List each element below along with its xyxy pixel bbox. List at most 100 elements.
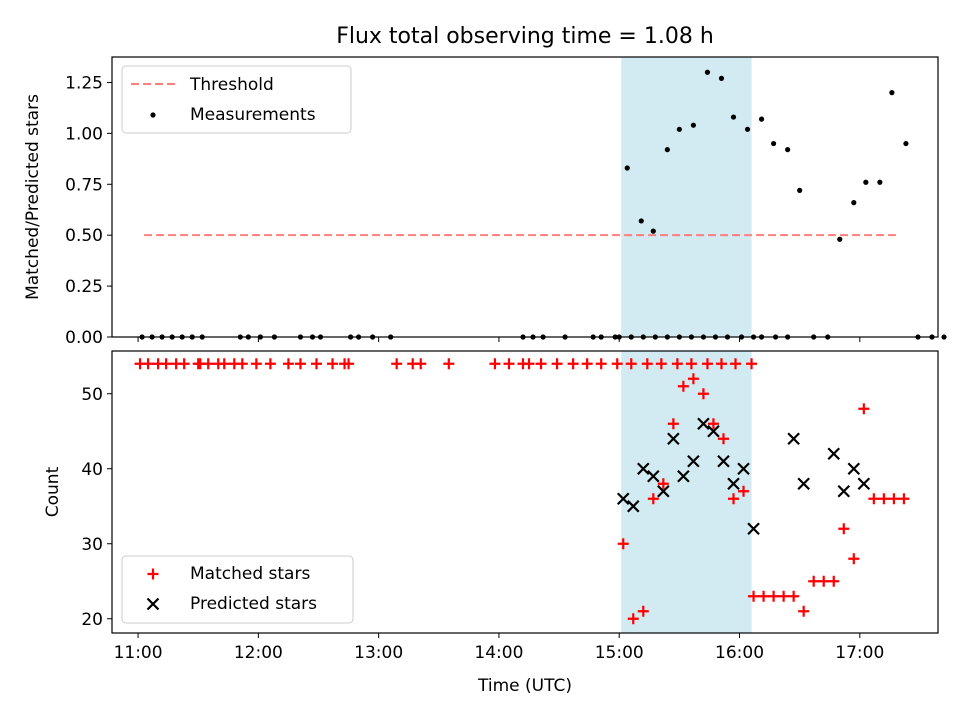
- matched-star-marker: [818, 575, 830, 587]
- measurement-point: [837, 236, 843, 242]
- matched-star-marker: [707, 418, 719, 430]
- matched-star-marker: [701, 358, 713, 370]
- matched-star-marker: [294, 358, 306, 370]
- measurement-point: [638, 218, 644, 224]
- panel-bottom: 20 30 40 50 11:00 12:00 13:00 14:00 15:00 16:00 17…: [43, 350, 939, 696]
- matched-star-marker: [788, 590, 800, 602]
- measurement-point: [877, 179, 883, 185]
- bottom-series-1: [616, 417, 871, 536]
- bottom-ytick-label: 50: [81, 385, 103, 405]
- measurement-point: [650, 228, 656, 234]
- matched-star-marker: [551, 358, 563, 370]
- matched-star-marker: [868, 493, 880, 505]
- measurement-point: [704, 69, 711, 75]
- predicted-star-marker: [687, 454, 700, 468]
- predicted-star-marker: [647, 469, 660, 483]
- measurement-point: [851, 200, 857, 206]
- matched-star-marker: [748, 590, 760, 602]
- matched-star-marker: [236, 358, 248, 370]
- matched-star-marker: [667, 418, 679, 430]
- predicted-star-marker: [637, 462, 650, 476]
- matched-star-marker: [715, 358, 727, 370]
- measurement-point: [676, 126, 682, 132]
- legend-matched-label: Matched stars: [190, 564, 310, 584]
- predicted-star-marker: [657, 484, 670, 498]
- measurement-point: [718, 75, 725, 81]
- legend-predicted-label: Predicted stars: [190, 594, 317, 614]
- legend-top-box: [121, 65, 352, 134]
- measurement-point: [758, 116, 765, 122]
- xtick-label: 14:00: [474, 643, 523, 663]
- predicted-star-marker: [857, 477, 871, 491]
- measurement-point: [624, 165, 630, 171]
- top-ytick-label: 0.00: [65, 328, 103, 348]
- predicted-star-marker: [667, 432, 680, 446]
- legend-bottom: Matched stars Predicted stars: [121, 555, 354, 624]
- matched-star-marker: [625, 358, 637, 370]
- bottom-ytick-label: 30: [81, 535, 103, 555]
- matched-star-marker: [178, 358, 190, 370]
- matched-star-marker: [838, 523, 850, 535]
- predicted-star-marker: [616, 492, 630, 506]
- matched-star-marker: [758, 590, 770, 602]
- xlabel: Time (UTC): [477, 676, 572, 696]
- matched-star-marker: [738, 485, 750, 497]
- top-ytick-label: 1.00: [65, 124, 103, 144]
- bottom-axes-frame: [111, 350, 939, 634]
- matched-star-marker: [567, 358, 579, 370]
- matched-star-marker: [264, 358, 276, 370]
- measurement-point: [690, 122, 697, 128]
- predicted-star-marker: [727, 477, 740, 491]
- matched-star-marker: [595, 358, 607, 370]
- matched-star-marker: [443, 358, 455, 370]
- matched-star-marker: [535, 358, 547, 370]
- bottom-ytick-label: 40: [81, 460, 103, 480]
- matched-star-marker: [778, 590, 790, 602]
- top-ylabel: Matched/Predicted stars: [23, 94, 43, 300]
- legend-threshold-label: Threshold: [189, 75, 274, 95]
- xtick-label: 17:00: [835, 643, 884, 663]
- matched-star-marker: [160, 358, 172, 370]
- legend-measurement-swatch: [150, 112, 156, 118]
- measurement-point: [785, 147, 791, 153]
- matched-star-marker: [202, 358, 214, 370]
- bottom-ylabel: Count: [43, 466, 63, 517]
- matched-star-marker: [523, 358, 535, 370]
- matched-star-marker: [697, 388, 709, 400]
- top-ytick-label: 1.25: [65, 73, 103, 93]
- predicted-star-marker: [626, 499, 640, 513]
- predicted-star-marker: [837, 484, 851, 498]
- bottom-ytick-label: 20: [81, 610, 103, 630]
- matched-star-marker: [828, 575, 840, 587]
- matched-star-marker: [677, 380, 689, 392]
- matched-star-marker: [717, 433, 729, 445]
- matched-star-marker: [617, 538, 629, 550]
- matched-star-marker: [671, 358, 683, 370]
- matched-star-marker: [848, 553, 860, 565]
- measurement-point: [863, 179, 869, 185]
- predicted-star-marker: [747, 522, 760, 536]
- matched-star-marker: [647, 493, 659, 505]
- predicted-star-marker: [697, 417, 710, 431]
- measurement-point: [889, 90, 895, 96]
- predicted-star-marker: [707, 424, 720, 438]
- xtick-label: 12:00: [234, 643, 283, 663]
- legend-measurements-label: Measurements: [190, 105, 316, 125]
- xtick-label: 11:00: [114, 643, 163, 663]
- predicted-star-marker: [797, 477, 810, 491]
- predicted-star-marker: [787, 432, 800, 446]
- matched-star-marker: [728, 493, 740, 505]
- legend-matched-swatch: [147, 568, 159, 580]
- measurement-point: [664, 147, 670, 153]
- predicted-star-marker: [677, 469, 690, 483]
- matched-star-marker: [218, 358, 230, 370]
- xtick-label: 13:00: [354, 643, 403, 663]
- legend-top: Threshold Measurements: [121, 65, 352, 134]
- matched-star-marker: [327, 358, 339, 370]
- bottom-series-0: [134, 358, 910, 625]
- matched-star-marker: [888, 493, 900, 505]
- measurement-point: [941, 334, 947, 340]
- matched-star-marker: [415, 358, 427, 370]
- matched-star-marker: [627, 613, 639, 625]
